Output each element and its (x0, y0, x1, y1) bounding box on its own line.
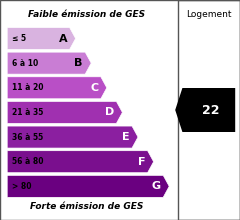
Text: Forte émission de GES: Forte émission de GES (30, 202, 143, 211)
Polygon shape (7, 151, 154, 173)
Text: > 80: > 80 (12, 182, 31, 191)
Polygon shape (7, 52, 91, 74)
Text: ≤ 5: ≤ 5 (12, 34, 26, 43)
Polygon shape (7, 28, 76, 50)
Polygon shape (175, 88, 235, 132)
Text: 56 à 80: 56 à 80 (12, 157, 43, 166)
Text: D: D (105, 107, 114, 117)
Text: F: F (138, 157, 145, 167)
Text: E: E (122, 132, 130, 142)
Polygon shape (7, 175, 169, 197)
Text: 22: 22 (203, 103, 220, 117)
Polygon shape (7, 77, 107, 99)
Text: C: C (90, 83, 98, 93)
Text: 11 à 20: 11 à 20 (12, 83, 43, 92)
Text: 36 à 55: 36 à 55 (12, 133, 43, 141)
Polygon shape (7, 126, 138, 148)
Text: G: G (152, 181, 161, 191)
Text: B: B (74, 58, 83, 68)
Text: 6 à 10: 6 à 10 (12, 59, 38, 68)
Text: 21 à 35: 21 à 35 (12, 108, 43, 117)
Text: A: A (59, 33, 67, 44)
Text: Logement: Logement (186, 10, 232, 19)
Polygon shape (7, 101, 122, 123)
Text: Faible émission de GES: Faible émission de GES (28, 10, 145, 19)
